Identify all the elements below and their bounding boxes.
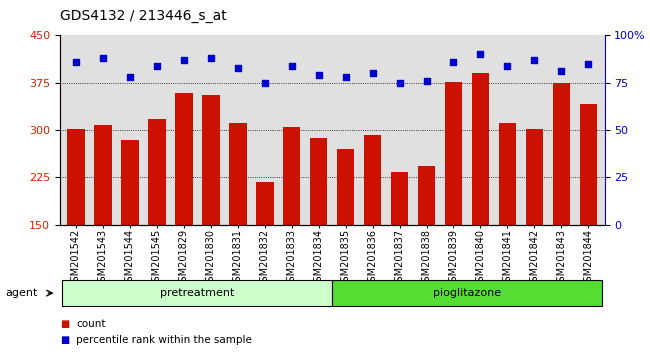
Point (259, 80, 270, 86)
Point (502, 63, 513, 69)
Bar (552, 83, 570, 225)
Bar (364, 135, 382, 225)
Text: count: count (76, 319, 105, 329)
Point (556, 69, 567, 74)
Point (367, 70, 378, 76)
Point (233, 65, 243, 70)
Bar (283, 127, 300, 225)
Bar (445, 82, 462, 225)
Bar (202, 95, 220, 225)
Point (71, 59, 81, 65)
Bar (391, 172, 408, 225)
Text: ■: ■ (60, 319, 69, 329)
Point (395, 80, 405, 86)
Point (313, 72, 324, 78)
Bar (580, 104, 597, 225)
Point (205, 55, 216, 61)
Point (583, 61, 593, 67)
Point (529, 57, 539, 63)
Bar (67, 129, 85, 225)
Bar (94, 125, 112, 225)
Bar (62, 280, 332, 306)
Point (98, 55, 108, 61)
Bar (418, 166, 436, 225)
Point (341, 74, 351, 80)
Text: ■: ■ (60, 335, 69, 345)
Bar (256, 183, 274, 225)
Text: GDS4132 / 213446_s_at: GDS4132 / 213446_s_at (60, 9, 227, 23)
Point (475, 51, 486, 57)
Text: percentile rank within the sample: percentile rank within the sample (76, 335, 252, 345)
Point (287, 63, 297, 69)
Bar (472, 73, 489, 225)
Bar (337, 149, 354, 225)
Text: pretreatment: pretreatment (160, 288, 235, 298)
Point (125, 74, 135, 80)
Bar (121, 139, 138, 225)
Point (179, 57, 189, 63)
Point (151, 63, 162, 69)
Bar (310, 138, 328, 225)
Bar (148, 119, 166, 225)
Bar (526, 129, 543, 225)
Point (448, 59, 459, 65)
Bar (175, 93, 192, 225)
Text: pioglitazone: pioglitazone (433, 288, 501, 298)
Text: agent: agent (5, 288, 38, 298)
Bar (499, 122, 516, 225)
Point (421, 78, 432, 84)
Bar (229, 122, 246, 225)
Bar (332, 280, 602, 306)
